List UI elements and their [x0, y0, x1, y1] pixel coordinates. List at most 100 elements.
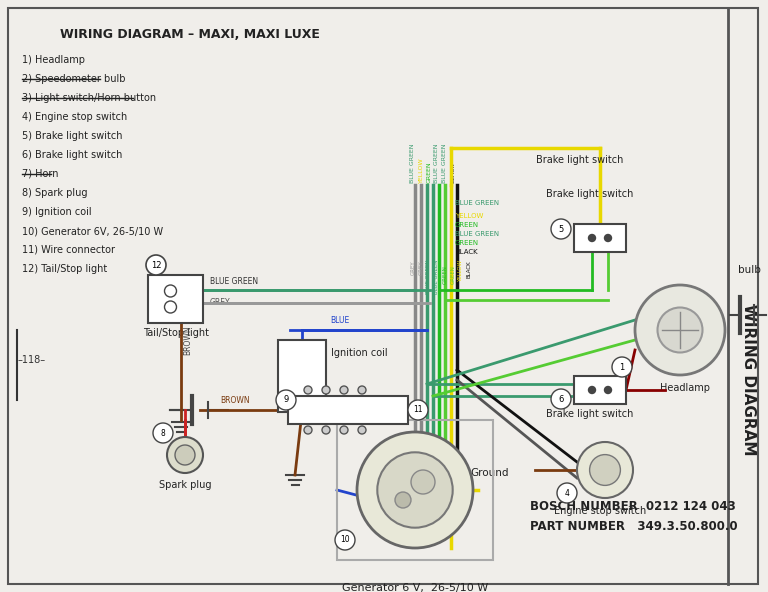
- Text: bulb: bulb: [738, 265, 761, 275]
- Text: GREY: GREY: [419, 260, 423, 275]
- Text: 10) Generator 6V, 26-5/10 W: 10) Generator 6V, 26-5/10 W: [22, 226, 163, 236]
- Text: YELLOW: YELLOW: [419, 157, 423, 183]
- Circle shape: [164, 301, 177, 313]
- Circle shape: [304, 386, 312, 394]
- Text: 9) Ignition coil: 9) Ignition coil: [22, 207, 91, 217]
- Text: 11: 11: [413, 406, 422, 414]
- Circle shape: [340, 386, 348, 394]
- Text: YELLOW: YELLOW: [455, 213, 483, 219]
- Text: BLACK: BLACK: [455, 249, 478, 255]
- Text: 9: 9: [283, 395, 289, 404]
- Bar: [278, 340, 326, 412]
- Circle shape: [588, 234, 595, 242]
- Text: BLUE: BLUE: [330, 316, 349, 325]
- Circle shape: [358, 426, 366, 434]
- Text: 8) Spark plug: 8) Spark plug: [22, 188, 88, 198]
- Bar: [288, 396, 408, 424]
- Text: BLUE GREEN: BLUE GREEN: [435, 260, 439, 294]
- Bar: [337, 420, 493, 560]
- Text: BROWN: BROWN: [220, 396, 250, 405]
- Circle shape: [612, 357, 632, 377]
- Text: 1: 1: [619, 362, 624, 372]
- Circle shape: [340, 426, 348, 434]
- Text: Brake light switch: Brake light switch: [546, 189, 634, 199]
- Circle shape: [164, 285, 177, 297]
- Circle shape: [304, 426, 312, 434]
- Circle shape: [395, 492, 411, 508]
- Text: BLUE GREEN: BLUE GREEN: [426, 260, 432, 294]
- Bar: [148, 275, 203, 323]
- Text: BROWN: BROWN: [184, 325, 193, 355]
- Text: GREEN: GREEN: [451, 265, 455, 284]
- Circle shape: [590, 455, 621, 485]
- Circle shape: [551, 219, 571, 239]
- Bar: [574, 224, 626, 252]
- Text: –118–: –118–: [18, 355, 46, 365]
- Text: 12: 12: [151, 260, 161, 269]
- Circle shape: [146, 255, 166, 275]
- Circle shape: [357, 432, 473, 548]
- Text: PART NUMBER   349.3.50.800.0: PART NUMBER 349.3.50.800.0: [530, 520, 737, 533]
- Text: 1) Headlamp: 1) Headlamp: [22, 55, 85, 65]
- Text: BLUE GREEN: BLUE GREEN: [210, 277, 258, 286]
- Text: GREEN: GREEN: [442, 265, 448, 284]
- Text: W re connector: W re connector: [293, 405, 368, 415]
- Circle shape: [604, 234, 611, 242]
- Text: 5) Brake light switch: 5) Brake light switch: [22, 131, 123, 141]
- Text: 8: 8: [161, 429, 165, 437]
- Text: 4) Engine stop switch: 4) Engine stop switch: [22, 112, 127, 122]
- Text: Ground: Ground: [471, 468, 509, 478]
- Text: 10: 10: [340, 536, 349, 545]
- Text: Spark plug: Spark plug: [159, 480, 211, 490]
- Text: BLUE GREEN: BLUE GREEN: [455, 200, 499, 206]
- Circle shape: [377, 452, 452, 527]
- Circle shape: [551, 389, 571, 409]
- Text: Headlamp: Headlamp: [660, 383, 710, 393]
- Circle shape: [588, 387, 595, 394]
- Text: 6) Brake light switch: 6) Brake light switch: [22, 150, 122, 160]
- Circle shape: [635, 285, 725, 375]
- Text: 5: 5: [558, 224, 564, 233]
- Circle shape: [408, 400, 428, 420]
- Text: 7) Horn: 7) Horn: [22, 169, 58, 179]
- Bar: [574, 376, 626, 404]
- Circle shape: [557, 483, 577, 503]
- Text: BLUE GREEN: BLUE GREEN: [455, 231, 499, 237]
- Text: 4: 4: [564, 488, 569, 497]
- Text: GREEN: GREEN: [426, 162, 432, 183]
- Circle shape: [604, 387, 611, 394]
- Text: Brake light switch: Brake light switch: [546, 409, 634, 419]
- Text: 12) Tail/Stop light: 12) Tail/Stop light: [22, 264, 108, 274]
- Text: GREEN: GREEN: [455, 240, 479, 246]
- Text: GREY: GREY: [411, 260, 415, 275]
- Text: Ignition coil: Ignition coil: [331, 348, 388, 358]
- Circle shape: [153, 423, 173, 443]
- Text: YELLOW: YELLOW: [458, 260, 464, 282]
- Text: BLUE GREEN: BLUE GREEN: [442, 143, 448, 183]
- Circle shape: [411, 470, 435, 494]
- Circle shape: [322, 386, 330, 394]
- Text: GREY: GREY: [210, 298, 230, 307]
- Text: 2) Speedometer bulb: 2) Speedometer bulb: [22, 74, 125, 84]
- Text: 11) Wire connector: 11) Wire connector: [22, 245, 115, 255]
- Text: WIRING DIAGRAM: WIRING DIAGRAM: [740, 304, 756, 456]
- Text: BOSCH NUMBER  0212 124 043: BOSCH NUMBER 0212 124 043: [530, 500, 736, 513]
- Text: Brake light switch: Brake light switch: [536, 155, 624, 165]
- Circle shape: [577, 442, 633, 498]
- Circle shape: [175, 445, 195, 465]
- Circle shape: [167, 437, 203, 473]
- Text: BLACK: BLACK: [466, 260, 472, 278]
- Text: Engine stop switch: Engine stop switch: [554, 506, 646, 516]
- Text: Tail/Stop light: Tail/Stop light: [143, 328, 209, 338]
- Circle shape: [657, 307, 703, 352]
- Text: BLACK: BLACK: [451, 162, 455, 183]
- Text: 6: 6: [558, 394, 564, 404]
- Text: Generator 6 V,  26-5/10 W: Generator 6 V, 26-5/10 W: [342, 583, 488, 592]
- Text: WIRING DIAGRAM – MAXI, MAXI LUXE: WIRING DIAGRAM – MAXI, MAXI LUXE: [60, 28, 320, 41]
- Text: GREEN: GREEN: [455, 222, 479, 228]
- Text: 3) Light switch/Horn button: 3) Light switch/Horn button: [22, 93, 156, 103]
- Text: BLUE GREEN: BLUE GREEN: [411, 143, 415, 183]
- Circle shape: [322, 426, 330, 434]
- Circle shape: [358, 386, 366, 394]
- Circle shape: [276, 390, 296, 410]
